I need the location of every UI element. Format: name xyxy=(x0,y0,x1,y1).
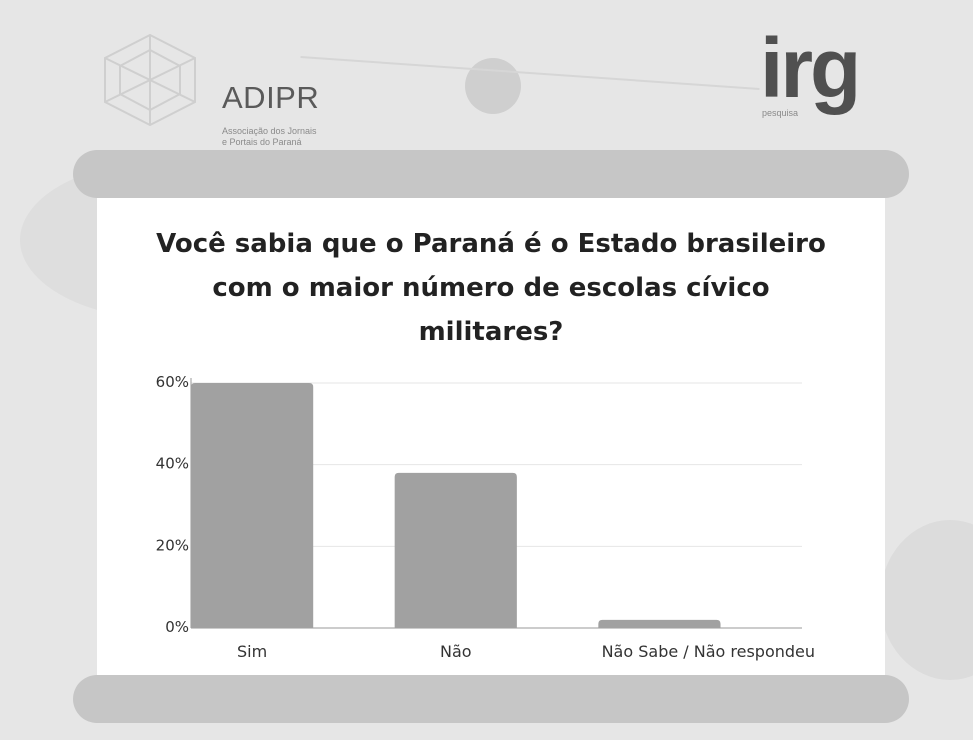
irg-logo: irg pesquisa xyxy=(760,26,890,126)
irg-logo-subtitle: pesquisa xyxy=(762,108,798,118)
y-tick-label: 0% xyxy=(165,618,189,636)
background-shape xyxy=(880,520,973,680)
adipr-logo: ADIPR Associação dos Jornais e Portais d… xyxy=(90,30,380,140)
adipr-subtitle-line: Associação dos Jornais xyxy=(222,126,382,137)
top-banner-bar xyxy=(73,150,909,198)
adipr-logo-title: ADIPR xyxy=(222,80,319,116)
x-category-label: Não Sabe / Não respondeu xyxy=(602,642,815,661)
chart-card: Você sabia que o Paraná é o Estado brasi… xyxy=(97,198,885,675)
adipr-logo-subtitle: Associação dos Jornais e Portais do Para… xyxy=(222,126,382,148)
adipr-subtitle-line: e Portais do Paraná xyxy=(222,137,382,148)
bar-chart: 0% 20% 40% 60% Sim Não Não Sabe / Não responde… xyxy=(97,198,885,675)
bottom-banner-bar xyxy=(73,675,909,723)
bar-1 xyxy=(191,383,313,628)
irg-logo-title: irg xyxy=(760,26,858,110)
x-category-label: Sim xyxy=(237,642,267,661)
x-category-label: Não xyxy=(440,642,472,661)
y-tick-label: 20% xyxy=(156,536,189,554)
y-tick-label: 40% xyxy=(156,455,189,473)
adipr-emblem-icon xyxy=(90,30,210,130)
background-dot xyxy=(465,58,521,114)
bar-2 xyxy=(395,473,517,628)
bar-3 xyxy=(598,620,720,628)
y-tick-label: 60% xyxy=(156,373,189,391)
